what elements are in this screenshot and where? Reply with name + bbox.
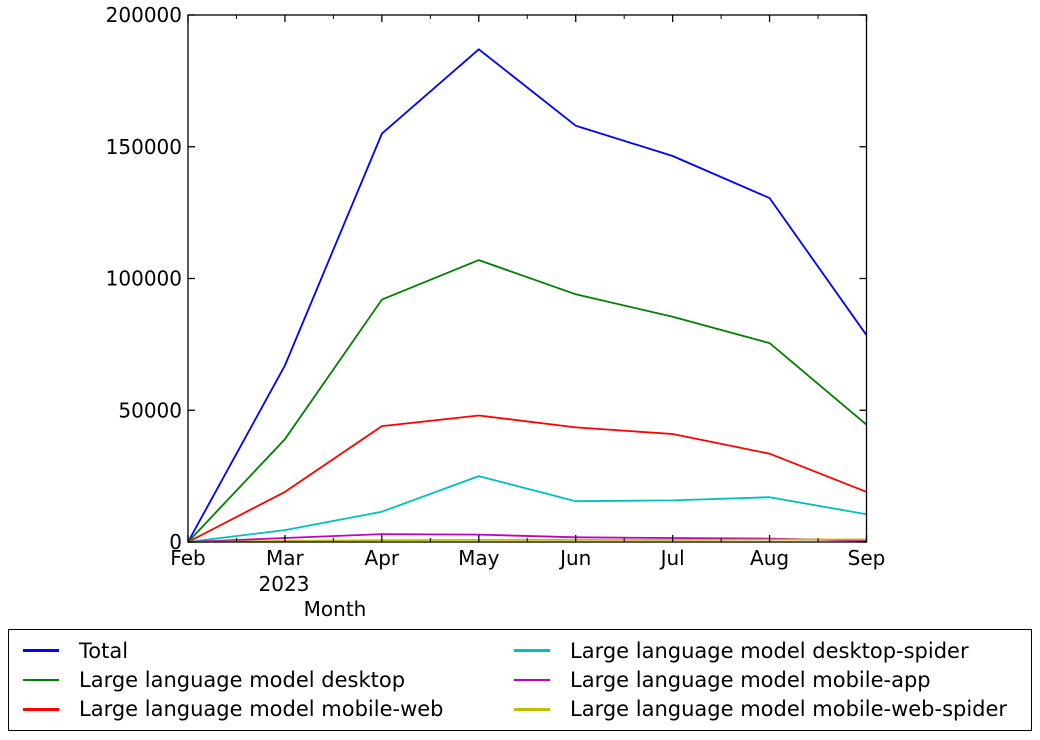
legend-item-large-language-model-desktop-spider: Large language model desktop-spider <box>514 636 1031 665</box>
legend-label: Large language model mobile-web <box>79 697 444 722</box>
x-tick-label: Sep <box>848 546 886 570</box>
legend-line-swatch <box>23 649 59 652</box>
y-tick-label: 50000 <box>118 398 182 422</box>
legend-line-swatch <box>514 649 550 652</box>
y-tick-label: 150000 <box>106 135 182 159</box>
legend-item-large-language-model-mobile-web: Large language model mobile-web <box>23 695 514 724</box>
x-tick-label: Apr <box>365 546 400 570</box>
series-line-large-language-model-mobile-web <box>187 414 867 543</box>
legend-label: Large language model desktop-spider <box>570 638 969 663</box>
y-tick-label: 0 <box>169 530 182 554</box>
y-tick-label: 100000 <box>106 267 182 291</box>
x-tick-label: Jun <box>558 546 591 570</box>
series-line-large-language-model-desktop <box>187 259 868 543</box>
x-axis-year-label: 2023 <box>258 572 310 596</box>
series-line-total <box>187 48 868 543</box>
y-tick-label: 200000 <box>106 3 182 27</box>
legend: Total Large language model desktop Large l… <box>8 629 1032 731</box>
x-tick-label: Feb <box>170 546 205 570</box>
x-tick-label: Aug <box>750 546 789 570</box>
legend-line-swatch <box>23 708 59 711</box>
legend-label: Large language model mobile-app <box>570 667 931 692</box>
series-line-large-language-model-mobile-app <box>187 533 867 543</box>
plot-svg: Feb Mar Apr May Jun Jul Aug Sep 0 50000 100000 1500… <box>106 3 886 570</box>
legend-label: Large language model desktop <box>79 667 406 692</box>
legend-line-swatch <box>23 678 59 682</box>
legend-label: Total <box>79 638 129 663</box>
legend-line-swatch <box>514 678 550 682</box>
legend-item-large-language-model-desktop: Large language model desktop <box>23 665 514 694</box>
legend-item-large-language-model-mobile-app: Large language model mobile-app <box>514 665 1031 694</box>
legend-label: Large language model mobile-web-spider <box>570 697 1008 722</box>
x-tick-label: Mar <box>266 546 305 570</box>
x-tick-label: May <box>458 546 500 570</box>
x-axis-label: Month <box>303 597 367 621</box>
plot-frame <box>187 14 868 543</box>
legend-item-total: Total <box>23 636 514 665</box>
series-line-large-language-model-desktop-spider <box>187 475 867 543</box>
x-tick-label: Jul <box>659 546 685 570</box>
legend-line-swatch <box>514 708 550 711</box>
legend-item-large-language-model-mobile-web-spider: Large language model mobile-web-spider <box>514 695 1031 724</box>
